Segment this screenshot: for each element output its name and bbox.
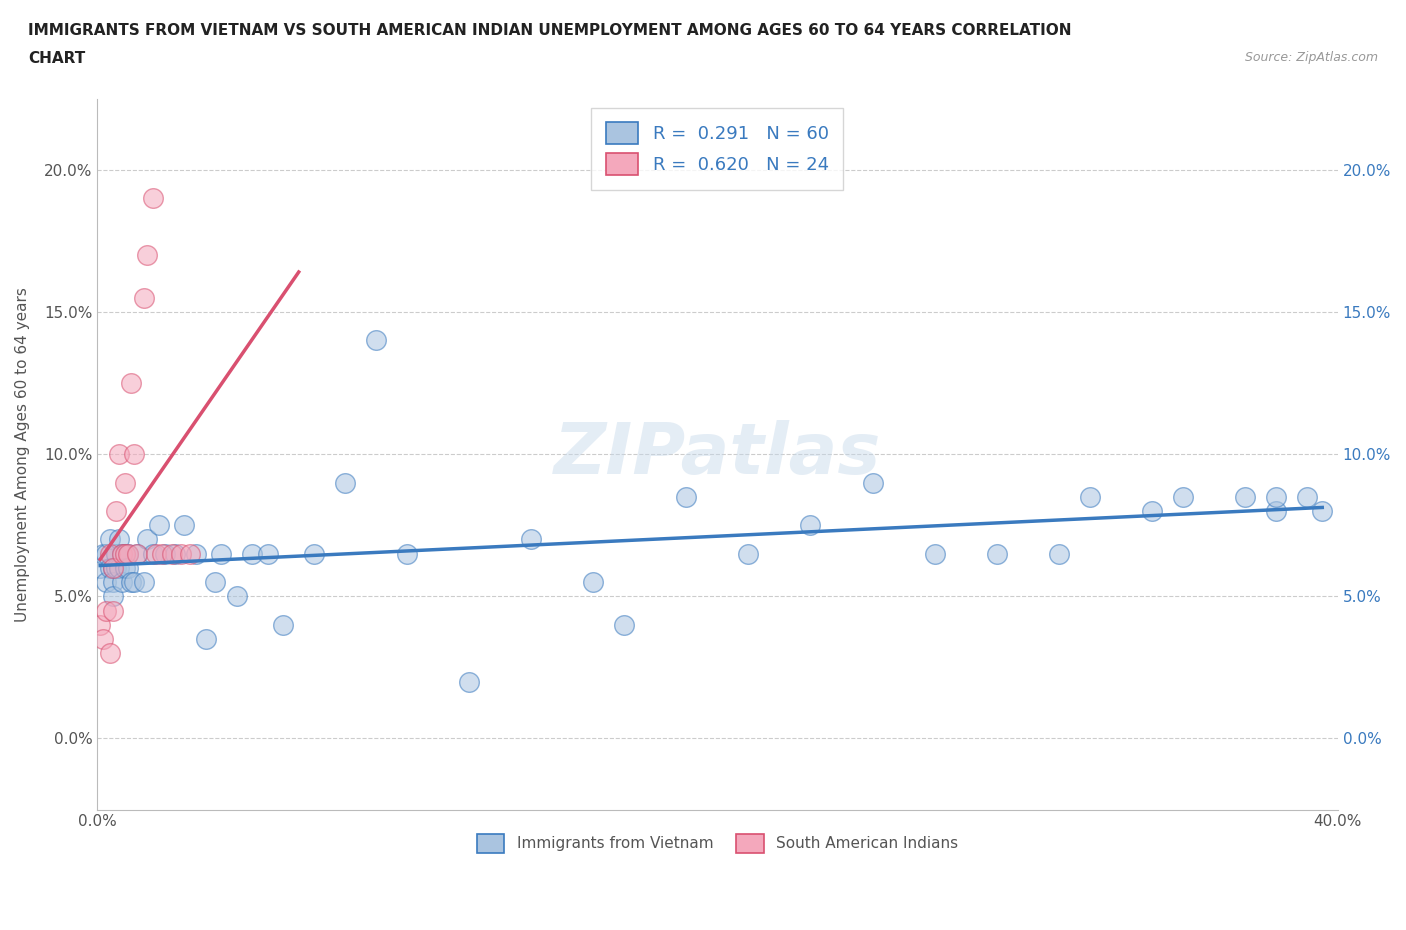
Point [142, 191, 165, 206]
Point [1233, 489, 1256, 504]
Point [582, 575, 605, 590]
Point [271, 618, 294, 632]
Point [89, 618, 111, 632]
Point [186, 546, 208, 561]
Point [179, 546, 201, 561]
Point [127, 546, 149, 561]
Point [520, 532, 543, 547]
Point [117, 546, 139, 561]
Point [124, 575, 146, 590]
Point [396, 546, 419, 561]
Point [256, 546, 278, 561]
Point [173, 518, 195, 533]
Point [127, 546, 149, 561]
Point [101, 561, 124, 576]
Point [91, 631, 114, 646]
Point [111, 575, 134, 590]
Point [114, 546, 136, 561]
Point [675, 489, 697, 504]
Text: IMMIGRANTS FROM VIETNAM VS SOUTH AMERICAN INDIAN UNEMPLOYMENT AMONG AGES 60 TO 6: IMMIGRANTS FROM VIETNAM VS SOUTH AMERICA… [28, 23, 1071, 38]
Point [96, 546, 118, 561]
Point [1310, 503, 1333, 518]
Text: Source: ZipAtlas.com: Source: ZipAtlas.com [1244, 51, 1378, 64]
Point [124, 446, 146, 461]
Point [101, 603, 124, 618]
Point [101, 561, 124, 576]
Point [1264, 503, 1286, 518]
Point [1171, 489, 1194, 504]
Point [120, 575, 142, 590]
Point [163, 546, 186, 561]
Text: ZIPatlas: ZIPatlas [554, 419, 882, 488]
Point [240, 546, 263, 561]
Point [114, 546, 136, 561]
Point [89, 561, 111, 576]
Point [335, 475, 357, 490]
Point [924, 546, 946, 561]
Point [145, 546, 167, 561]
Point [108, 532, 131, 547]
Y-axis label: Unemployment Among Ages 60 to 64 years: Unemployment Among Ages 60 to 64 years [15, 286, 30, 621]
Point [799, 518, 821, 533]
Point [108, 446, 131, 461]
Point [104, 546, 127, 561]
Point [160, 546, 183, 561]
Point [98, 645, 121, 660]
Point [458, 674, 481, 689]
Point [1047, 546, 1070, 561]
Point [150, 546, 173, 561]
Point [194, 631, 217, 646]
Point [613, 618, 636, 632]
Point [117, 561, 139, 576]
Point [986, 546, 1008, 561]
Point [1078, 489, 1101, 504]
Point [1140, 503, 1163, 518]
Point [101, 589, 124, 604]
Point [1264, 489, 1286, 504]
Point [114, 475, 136, 490]
Point [366, 333, 388, 348]
Point [98, 532, 121, 547]
Point [91, 546, 114, 561]
Point [737, 546, 759, 561]
Point [148, 518, 170, 533]
Point [120, 376, 142, 391]
Point [142, 546, 165, 561]
Point [132, 575, 155, 590]
Point [1295, 489, 1317, 504]
Point [225, 589, 247, 604]
Point [209, 546, 232, 561]
Point [170, 546, 193, 561]
Point [96, 603, 118, 618]
Point [104, 561, 127, 576]
Legend: Immigrants from Vietnam, South American Indians: Immigrants from Vietnam, South American … [471, 828, 965, 858]
Point [111, 546, 134, 561]
Point [98, 561, 121, 576]
Text: CHART: CHART [28, 51, 86, 66]
Point [96, 575, 118, 590]
Point [132, 290, 155, 305]
Point [101, 575, 124, 590]
Point [108, 561, 131, 576]
Point [111, 546, 134, 561]
Point [135, 532, 157, 547]
Point [104, 503, 127, 518]
Point [204, 575, 226, 590]
Point [98, 546, 121, 561]
Point [114, 561, 136, 576]
Point [862, 475, 884, 490]
Point [117, 546, 139, 561]
Point [155, 546, 177, 561]
Point [302, 546, 325, 561]
Point [135, 247, 157, 262]
